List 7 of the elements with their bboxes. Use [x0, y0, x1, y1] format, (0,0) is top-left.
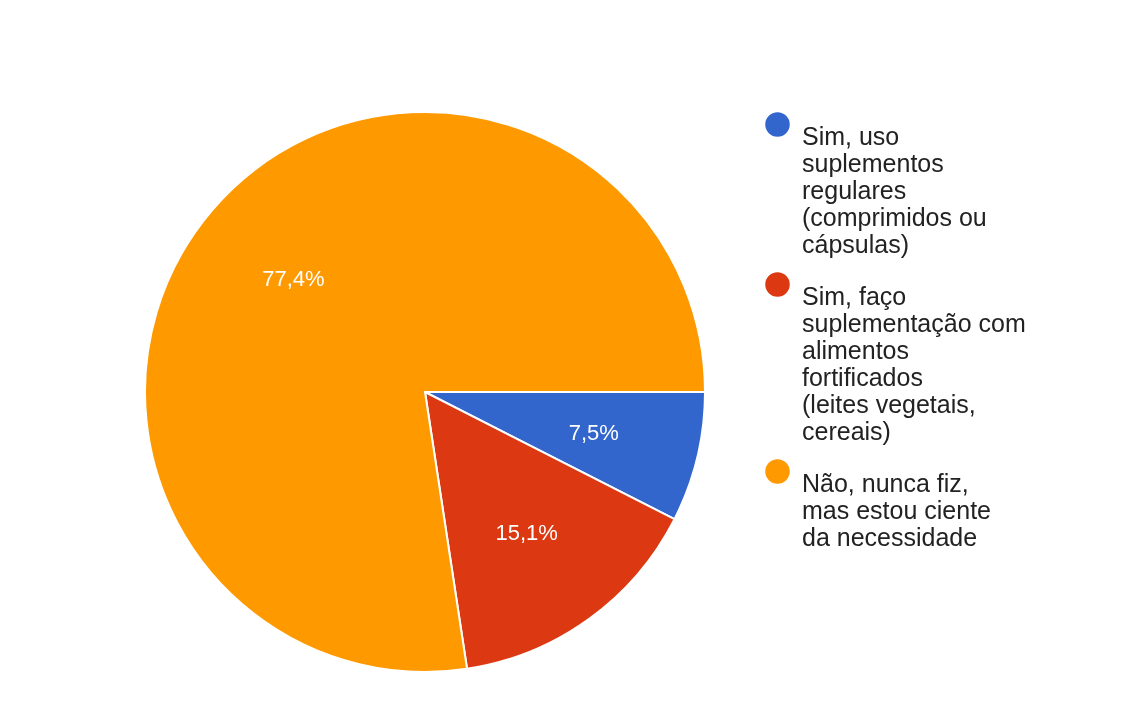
pie-slice — [144, 111, 706, 673]
data-label: 77,4% — [262, 265, 325, 291]
data-label: 15,1% — [495, 519, 558, 545]
legend-label: Sim, uso suplementos regulares (comprimidos ou cápsulas) — [802, 121, 987, 258]
legend-label: Sim, faço suplementação com alimentos fortificados (leites vegetais, cereais) — [802, 281, 1026, 445]
data-label: 7,5% — [568, 419, 619, 445]
legend-label: Não, nunca fiz, mas estou ciente da necessidade — [802, 468, 991, 551]
